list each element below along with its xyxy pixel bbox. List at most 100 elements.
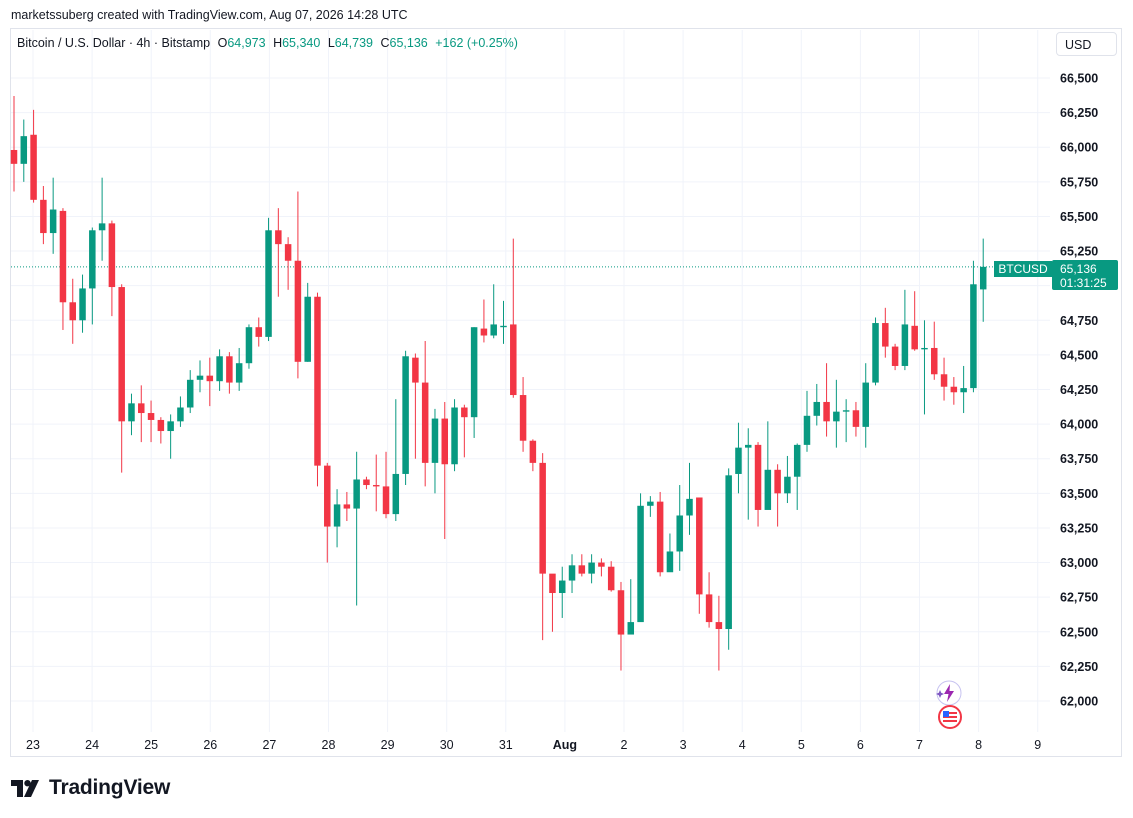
candle-body bbox=[833, 411, 840, 422]
candle-body bbox=[872, 323, 879, 383]
candle-body bbox=[882, 323, 889, 347]
legend-high: 65,340 bbox=[282, 36, 321, 50]
candle-body bbox=[451, 407, 458, 465]
candle-down bbox=[59, 208, 67, 330]
candle-body bbox=[402, 356, 409, 474]
candle-down bbox=[529, 439, 537, 472]
candle-up bbox=[500, 300, 507, 344]
candle-body bbox=[363, 479, 370, 486]
y-tick-label: 64,500 bbox=[1060, 348, 1098, 362]
candle-body bbox=[421, 382, 429, 463]
x-tick-label: 5 bbox=[798, 738, 805, 752]
legend-close-label: C bbox=[380, 36, 390, 50]
candle-body bbox=[284, 244, 292, 261]
symbol-price-label: BTCUSD bbox=[994, 261, 1052, 277]
candle-down bbox=[294, 191, 302, 379]
candle-down bbox=[715, 595, 723, 671]
y-tick-label: 62,000 bbox=[1060, 695, 1098, 709]
candle-up bbox=[186, 370, 194, 414]
candle-down bbox=[138, 385, 145, 443]
candle-body bbox=[970, 284, 977, 389]
x-tick-label: 29 bbox=[381, 738, 395, 752]
x-tick-label: 30 bbox=[440, 738, 454, 752]
candle-up bbox=[745, 428, 752, 520]
candle-up bbox=[588, 554, 595, 584]
candle-down bbox=[275, 208, 282, 297]
legend-open: 64,973 bbox=[227, 36, 266, 50]
tradingview-logo[interactable]: TradingView bbox=[11, 776, 170, 800]
candle-body bbox=[412, 357, 419, 383]
candle-body bbox=[627, 622, 635, 635]
x-tick-label: 28 bbox=[322, 738, 336, 752]
legend-change: +162 (+0.25%) bbox=[435, 36, 518, 50]
candle-down bbox=[157, 417, 165, 444]
flash-icon[interactable] bbox=[936, 680, 962, 706]
candle-up bbox=[49, 177, 57, 254]
candle-up bbox=[20, 119, 28, 182]
candle-body bbox=[382, 486, 390, 515]
candle-up bbox=[803, 390, 811, 452]
y-tick-label: 63,000 bbox=[1060, 556, 1098, 570]
candle-body bbox=[480, 328, 488, 336]
candle-down bbox=[324, 462, 331, 563]
candle-body bbox=[294, 260, 302, 362]
y-tick-label: 65,250 bbox=[1060, 245, 1098, 259]
candle-body bbox=[979, 266, 987, 290]
candle-body bbox=[167, 421, 174, 432]
x-tick-label: 31 bbox=[499, 738, 513, 752]
candle-down bbox=[363, 476, 370, 490]
candle-body bbox=[715, 622, 723, 630]
candle-up bbox=[793, 443, 801, 510]
candle-up bbox=[872, 317, 879, 386]
candle-body bbox=[431, 418, 439, 463]
candle-body bbox=[764, 469, 772, 510]
candle-down bbox=[578, 554, 586, 577]
candle-body bbox=[69, 302, 76, 321]
candle-up bbox=[676, 485, 683, 571]
candle-down bbox=[598, 558, 605, 577]
candle-down bbox=[911, 291, 918, 351]
candle-body bbox=[275, 230, 282, 245]
legend-high-label: H bbox=[273, 36, 283, 50]
candle-body bbox=[255, 327, 262, 337]
y-tick-label: 63,750 bbox=[1060, 452, 1098, 466]
candle-body bbox=[686, 498, 693, 516]
x-tick-label: Aug bbox=[553, 738, 577, 752]
candle-up bbox=[392, 399, 400, 522]
candle-body bbox=[235, 363, 243, 383]
candle-body bbox=[314, 296, 321, 466]
candle-down bbox=[226, 352, 233, 394]
candle-up bbox=[764, 421, 772, 510]
candle-up bbox=[627, 579, 635, 635]
candle-down bbox=[30, 109, 37, 203]
candle-body bbox=[108, 223, 116, 288]
candle-down bbox=[40, 185, 47, 245]
candle-body bbox=[911, 325, 918, 350]
candle-up bbox=[842, 399, 850, 443]
candle-down bbox=[940, 357, 948, 401]
candle-down bbox=[372, 454, 380, 512]
us-flag-icon[interactable] bbox=[937, 704, 963, 730]
currency-button[interactable]: USD bbox=[1056, 32, 1117, 56]
x-tick-label: 23 bbox=[26, 738, 40, 752]
candle-body bbox=[20, 136, 28, 164]
candle-body bbox=[40, 199, 47, 234]
candle-down bbox=[549, 573, 556, 632]
candle-body bbox=[206, 375, 214, 382]
x-tick-label: 24 bbox=[85, 738, 99, 752]
candle-up bbox=[813, 383, 821, 426]
y-axis: 66,500 66,250 66,000 65,750 65,500 65,250 64,7… bbox=[1060, 72, 1098, 709]
x-tick-label: 27 bbox=[262, 738, 276, 752]
y-tick-label: 66,250 bbox=[1060, 106, 1098, 120]
candle-down bbox=[10, 95, 18, 192]
candle-down bbox=[539, 453, 546, 641]
candle-up bbox=[402, 350, 409, 486]
candle-down bbox=[823, 363, 830, 437]
candle-body bbox=[49, 209, 57, 234]
legend-low: 64,739 bbox=[334, 36, 373, 50]
candle-down bbox=[510, 238, 517, 398]
y-tick-label: 63,250 bbox=[1060, 521, 1098, 535]
chart-frame[interactable] bbox=[10, 28, 1122, 757]
candle-body bbox=[901, 324, 909, 366]
